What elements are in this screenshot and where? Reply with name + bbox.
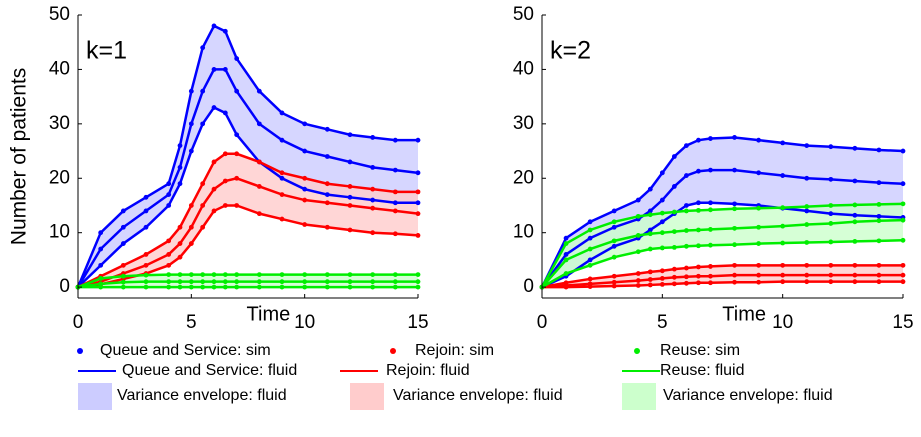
- variance-envelope: [78, 25, 418, 288]
- fluid-line: [77, 280, 418, 289]
- legend-label: Variance envelope: fluid: [393, 387, 563, 404]
- fluid-line: [76, 68, 419, 288]
- fluid-line: [77, 152, 418, 289]
- fluid-line: [76, 24, 418, 288]
- y-tick-label: 10: [513, 222, 534, 243]
- fluid-line: [540, 136, 904, 288]
- x-tick-label: 15: [407, 312, 428, 333]
- y-tick-label: 40: [49, 58, 70, 79]
- legend-patch: [78, 383, 112, 410]
- legend-label: Variance envelope: fluid: [663, 387, 833, 404]
- x-axis-label: Time: [722, 303, 766, 325]
- fluid-line: [540, 202, 904, 288]
- fluid-line: [77, 273, 418, 289]
- x-tick-label: 10: [772, 312, 793, 333]
- y-tick-label: 40: [513, 58, 534, 79]
- y-tick-label: 30: [513, 113, 534, 134]
- x-tick-label: 15: [892, 312, 913, 333]
- legend-label: Queue and Service: sim: [100, 342, 271, 359]
- legend-patch: [350, 383, 384, 410]
- x-axis-label: Time: [247, 303, 291, 325]
- annotation: k=1: [86, 37, 127, 65]
- annotation: k=2: [550, 37, 591, 65]
- x-tick-label: 0: [537, 312, 548, 333]
- legend-label: Reuse: sim: [660, 342, 740, 359]
- fluid-line: [541, 273, 903, 289]
- x-tick-label: 10: [294, 312, 315, 333]
- fluid-line: [541, 239, 904, 289]
- fluid-line: [541, 218, 904, 288]
- legend-dot: [390, 348, 396, 354]
- y-tick-label: 20: [49, 167, 70, 188]
- y-axis-label: Number of patients: [8, 68, 31, 245]
- y-tick-label: 30: [49, 113, 70, 134]
- fluid-line: [541, 201, 904, 289]
- y-tick-label: 50: [513, 4, 534, 25]
- fluid-line: [540, 168, 904, 288]
- legend-label: Reuse: fluid: [660, 362, 745, 379]
- x-tick-label: 0: [73, 312, 84, 333]
- legend-dot: [77, 348, 83, 354]
- legend-label: Variance envelope: fluid: [117, 387, 287, 404]
- legend-label: Rejoin: fluid: [386, 362, 470, 379]
- x-tick-label: 5: [186, 312, 197, 333]
- legend-label: Queue and Service: fluid: [122, 362, 297, 379]
- y-tick-label: 0: [523, 276, 534, 297]
- legend-dot: [634, 348, 640, 354]
- y-tick-label: 50: [49, 4, 70, 25]
- variance-envelope: [78, 153, 418, 288]
- y-tick-label: 0: [59, 276, 70, 297]
- legend-label: Rejoin: sim: [415, 342, 494, 359]
- y-tick-label: 10: [49, 222, 70, 243]
- fluid-line: [77, 105, 418, 289]
- fluid-line: [542, 280, 903, 289]
- fluid-line: [77, 176, 419, 289]
- x-tick-label: 5: [657, 312, 668, 333]
- fluid-line: [541, 264, 903, 289]
- variance-envelope: [542, 137, 903, 288]
- legend-patch: [622, 383, 656, 410]
- y-tick-label: 20: [513, 167, 534, 188]
